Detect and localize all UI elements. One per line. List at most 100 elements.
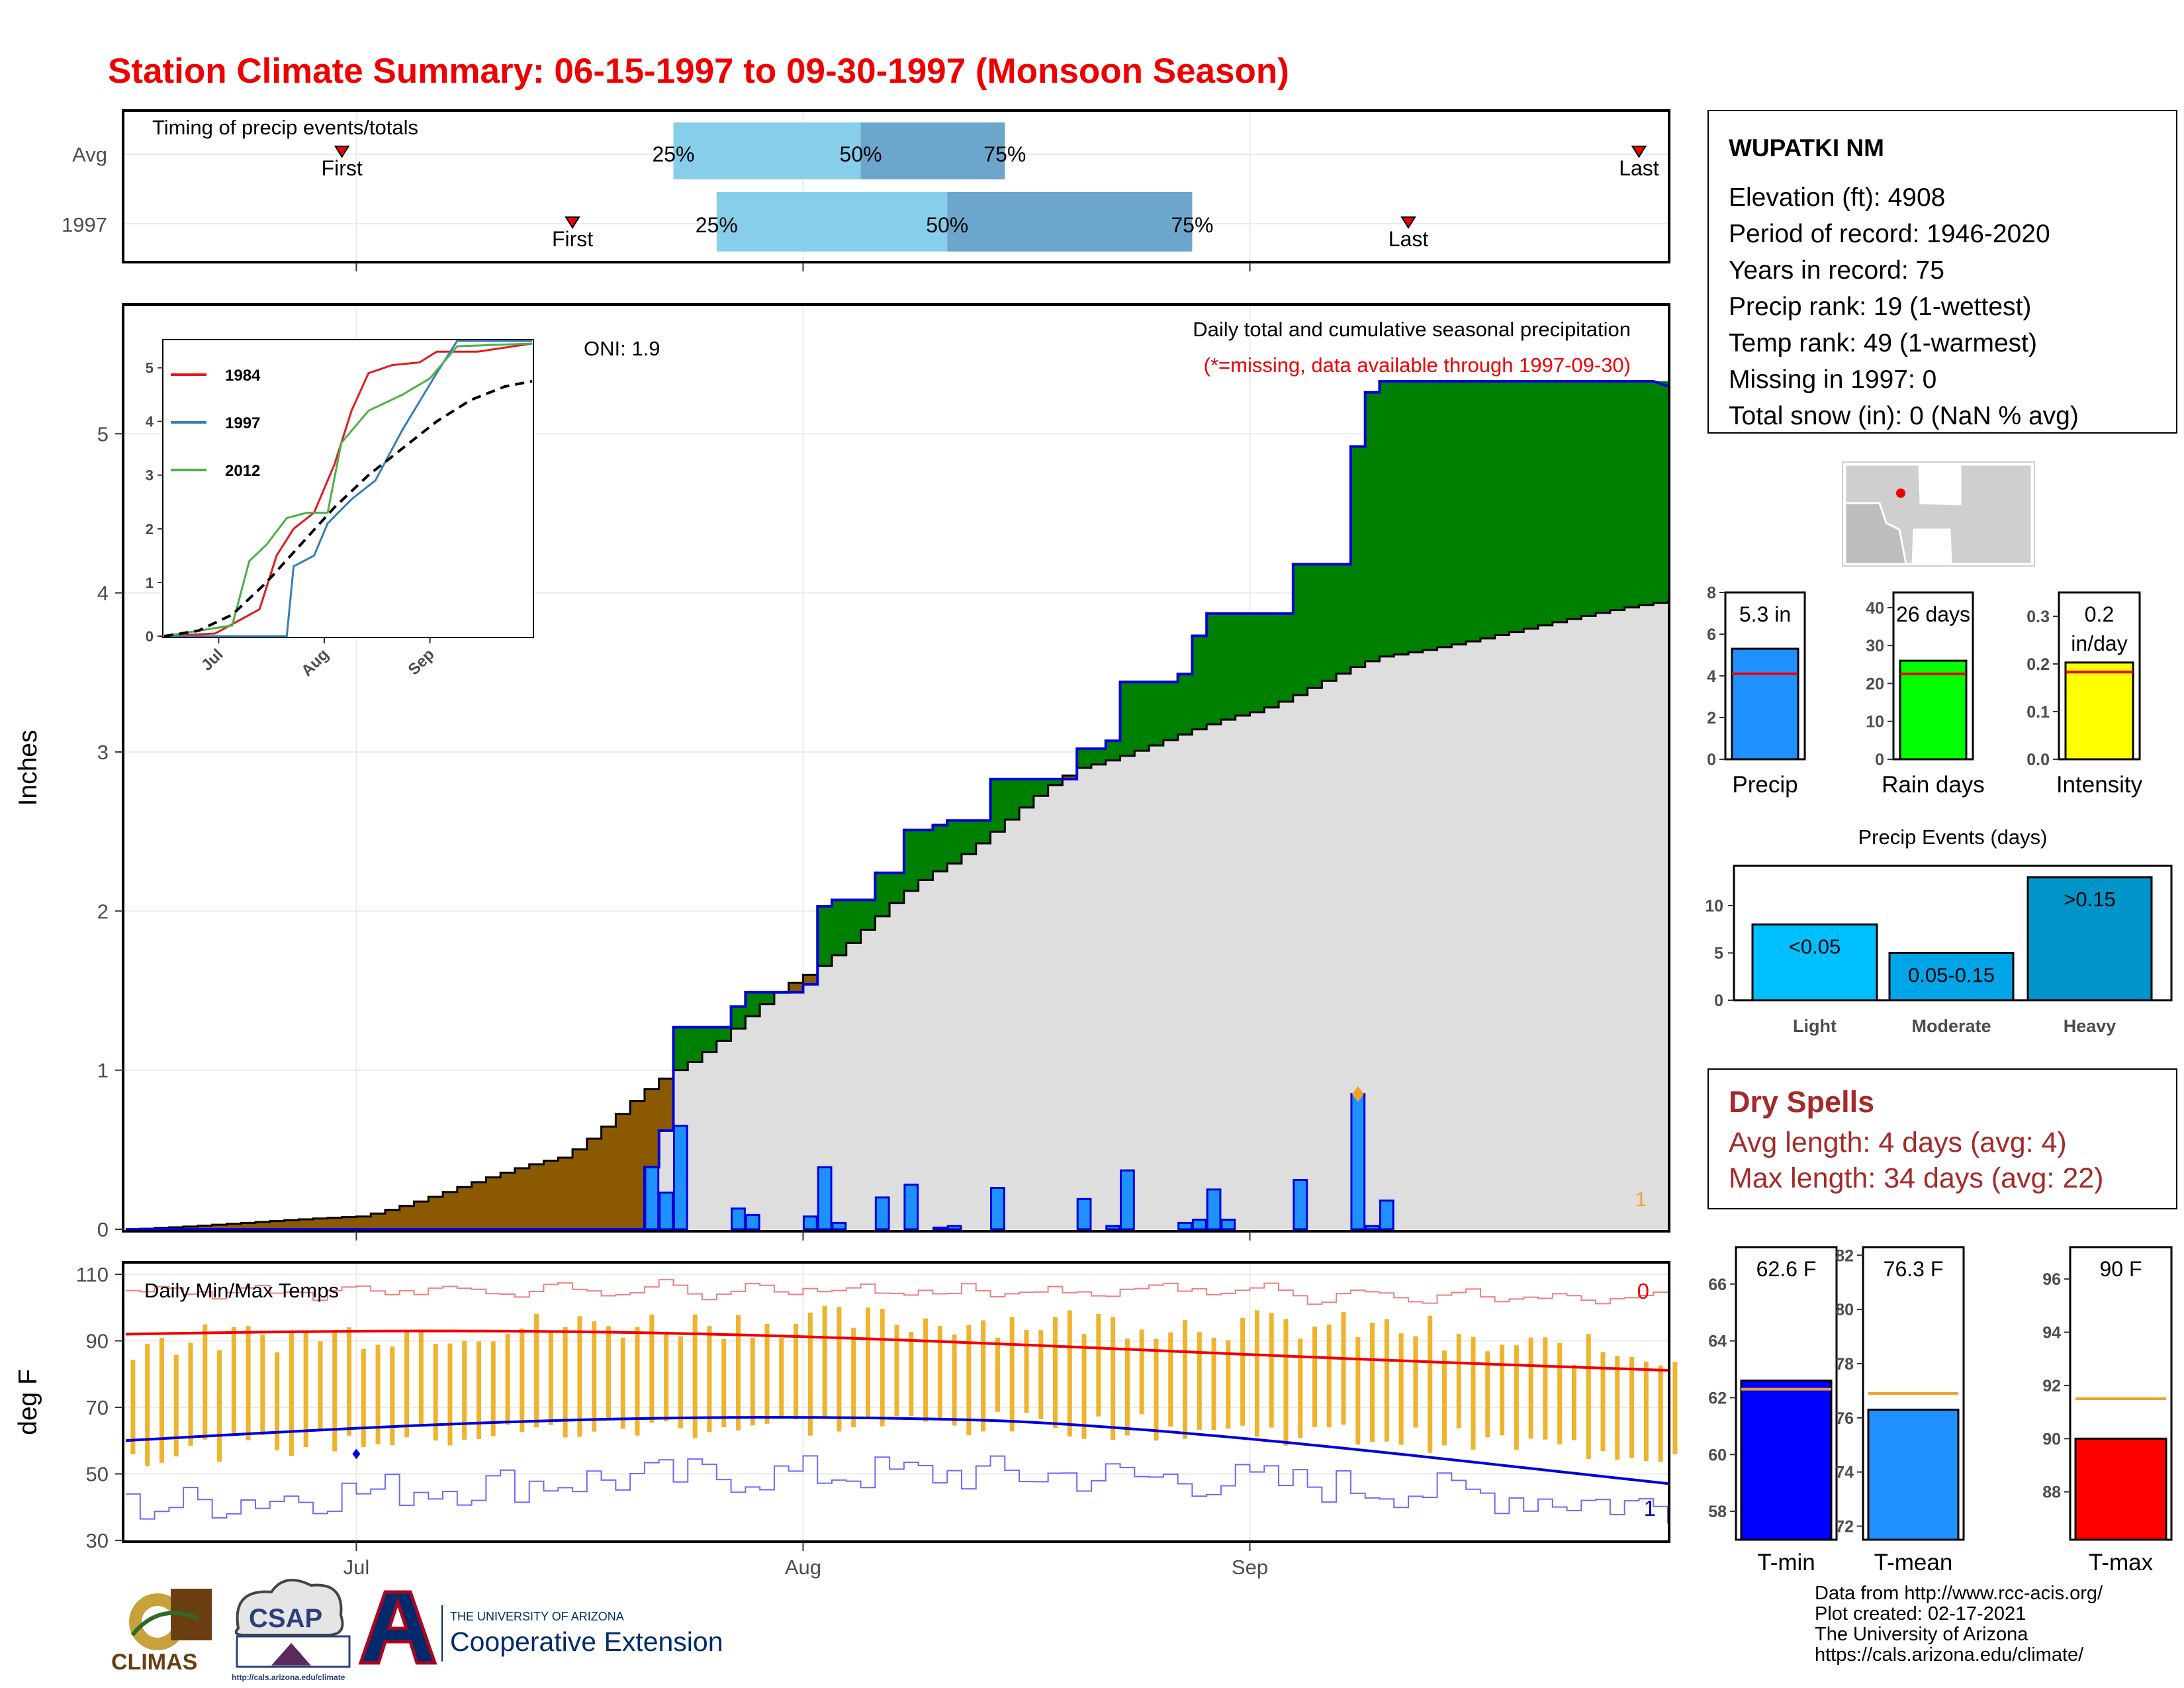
y-tick-label: 110 (76, 1263, 109, 1286)
csap-logo-url: http://cals.arizona.edu/climate (232, 1673, 345, 1682)
daily-temp-bar (1441, 1350, 1447, 1446)
daily-temp-bar (620, 1337, 625, 1429)
summary-bar-chart-2: 0.0 0.1 0.2 0.3 0.2 in/day Intensity (2026, 591, 2143, 798)
below-average-segment (241, 1223, 256, 1229)
station-location-dot (1896, 489, 1905, 498)
summary-y-tick-label: 40 (1866, 599, 1884, 618)
daily-temp-bar (909, 1331, 914, 1417)
footer-line: Plot created: 02-17-2021 (1815, 1603, 2026, 1624)
cumulative-1997-line (126, 379, 1668, 1231)
above-average-segment (1163, 682, 1179, 740)
timing-row-year-label: 1997 (62, 213, 107, 236)
daily-precip-bar (1191, 1219, 1207, 1231)
above-average-segment (1149, 682, 1164, 746)
daily-temp-bar (981, 1320, 986, 1432)
daily-temp-bar (649, 1314, 655, 1423)
daily-precip-bar (932, 1227, 948, 1231)
above-average-segment (1494, 381, 1510, 635)
below-average-segment (399, 1205, 415, 1229)
daily-temp-bar (1111, 1317, 1116, 1440)
timing-avg-quartile-label-0: 25% (652, 142, 694, 166)
ua-logo-large: Cooperative Extension (450, 1626, 723, 1657)
x-tick-label: Aug (785, 1556, 821, 1579)
timing-avg-quartile-label-1: 50% (840, 142, 882, 166)
daily-temp-bar (217, 1350, 222, 1462)
daily-temp-bar (995, 1337, 1000, 1412)
daily-temp-bar (1471, 1336, 1476, 1450)
above-average-segment (1336, 564, 1351, 674)
timing-year-first-label: First (552, 227, 593, 251)
below-average-segment (443, 1192, 458, 1229)
temp-y-tick-label: 58 (1708, 1503, 1727, 1521)
daily-temp-bar (1514, 1345, 1519, 1450)
daily-temp-bar (375, 1344, 381, 1444)
above-average-segment (1509, 381, 1524, 632)
below-average-segment (269, 1221, 285, 1229)
y-tick-label: 50 (86, 1463, 109, 1486)
daily-temp-bar (1485, 1351, 1490, 1438)
timing-panel: Timing of precip events/totals Avg 1997 … (62, 109, 1670, 271)
ua-logo: THE UNIVERSITY OF ARIZONA Cooperative Ex… (358, 1590, 723, 1665)
below-average-segment (586, 1139, 602, 1229)
daily-temp-bar (1615, 1356, 1620, 1460)
daily-temp-bar (1413, 1336, 1418, 1428)
below-average-segment (428, 1197, 443, 1229)
timing-year-first-marker (565, 216, 580, 229)
station-info-box: WUPATKI NM Elevation (ft): 4908 Period o… (1707, 110, 2177, 434)
x-tick-label: Sep (1232, 1556, 1268, 1579)
below-average-segment (630, 1101, 645, 1229)
climas-logo: CLIMAS (111, 1589, 212, 1675)
temp-y-tick-label: 94 (2042, 1324, 2061, 1342)
precip-events-bar (1888, 952, 2015, 1002)
summary-y-tick-label: 0.3 (2026, 608, 2050, 626)
precip-events-y-tick: 10 (1705, 897, 1723, 915)
daily-temp-bar (145, 1344, 150, 1466)
above-average-segment (1552, 381, 1568, 622)
above-average-segment (1322, 564, 1337, 681)
daily-temp-bar (1312, 1327, 1317, 1427)
page-title: Station Climate Summary: 06-15-1997 to 0… (108, 52, 1289, 91)
precip-events-bar (2026, 876, 2153, 1002)
above-average-segment (903, 829, 919, 891)
inset-y-tick-label: 2 (146, 521, 154, 538)
above-average-segment (1250, 613, 1265, 712)
footer-line: https://cals.arizona.edu/climate/ (1815, 1644, 2084, 1665)
precip-y-label: Inches (14, 730, 42, 806)
below-average-segment (298, 1219, 314, 1229)
below-average-segment (183, 1226, 199, 1229)
daily-temp-bar (822, 1305, 827, 1417)
above-average-segment (1293, 564, 1308, 696)
precip-events-bar-label: 0.05-0.15 (1908, 964, 1995, 987)
daily-precip-bar (1120, 1169, 1135, 1231)
above-average-segment (688, 1027, 703, 1062)
ua-logo-small: THE UNIVERSITY OF ARIZONA (450, 1610, 624, 1623)
daily-precip-bar (817, 1166, 833, 1231)
daily-temp-bar (505, 1334, 510, 1425)
below-average-segment (356, 1216, 371, 1229)
above-average-segment (976, 820, 991, 843)
station-line: Total snow (in): 0 (NaN % avg) (1729, 402, 2079, 430)
daily-temp-bar (1254, 1310, 1259, 1437)
record-max-line (126, 1279, 1668, 1305)
above-average-segment (933, 825, 948, 872)
above-average-segment (1581, 381, 1596, 616)
temp-bar (1740, 1380, 1833, 1541)
daily-temp-bar (477, 1341, 482, 1439)
daily-temp-bar (923, 1318, 929, 1422)
daily-temp-bar (1283, 1319, 1289, 1446)
daily-temp-bar (1658, 1365, 1663, 1462)
daily-temp-bar (1298, 1338, 1303, 1438)
daily-temp-bar (1398, 1333, 1404, 1445)
precip-events-y-tick: 0 (1714, 992, 1723, 1010)
daily-temp-bar (1053, 1317, 1058, 1429)
below-average-segment (1062, 775, 1077, 779)
daily-temp-bar (1096, 1313, 1101, 1417)
temp-y-tick-label: 76 (1835, 1409, 1854, 1428)
above-average-segment (1379, 381, 1394, 657)
above-average-segment (745, 992, 760, 1017)
y-tick-label: 30 (86, 1529, 109, 1552)
above-average-segment (1524, 381, 1539, 629)
climas-logo-text: CLIMAS (111, 1650, 197, 1675)
daily-temp-bar (1211, 1337, 1216, 1430)
